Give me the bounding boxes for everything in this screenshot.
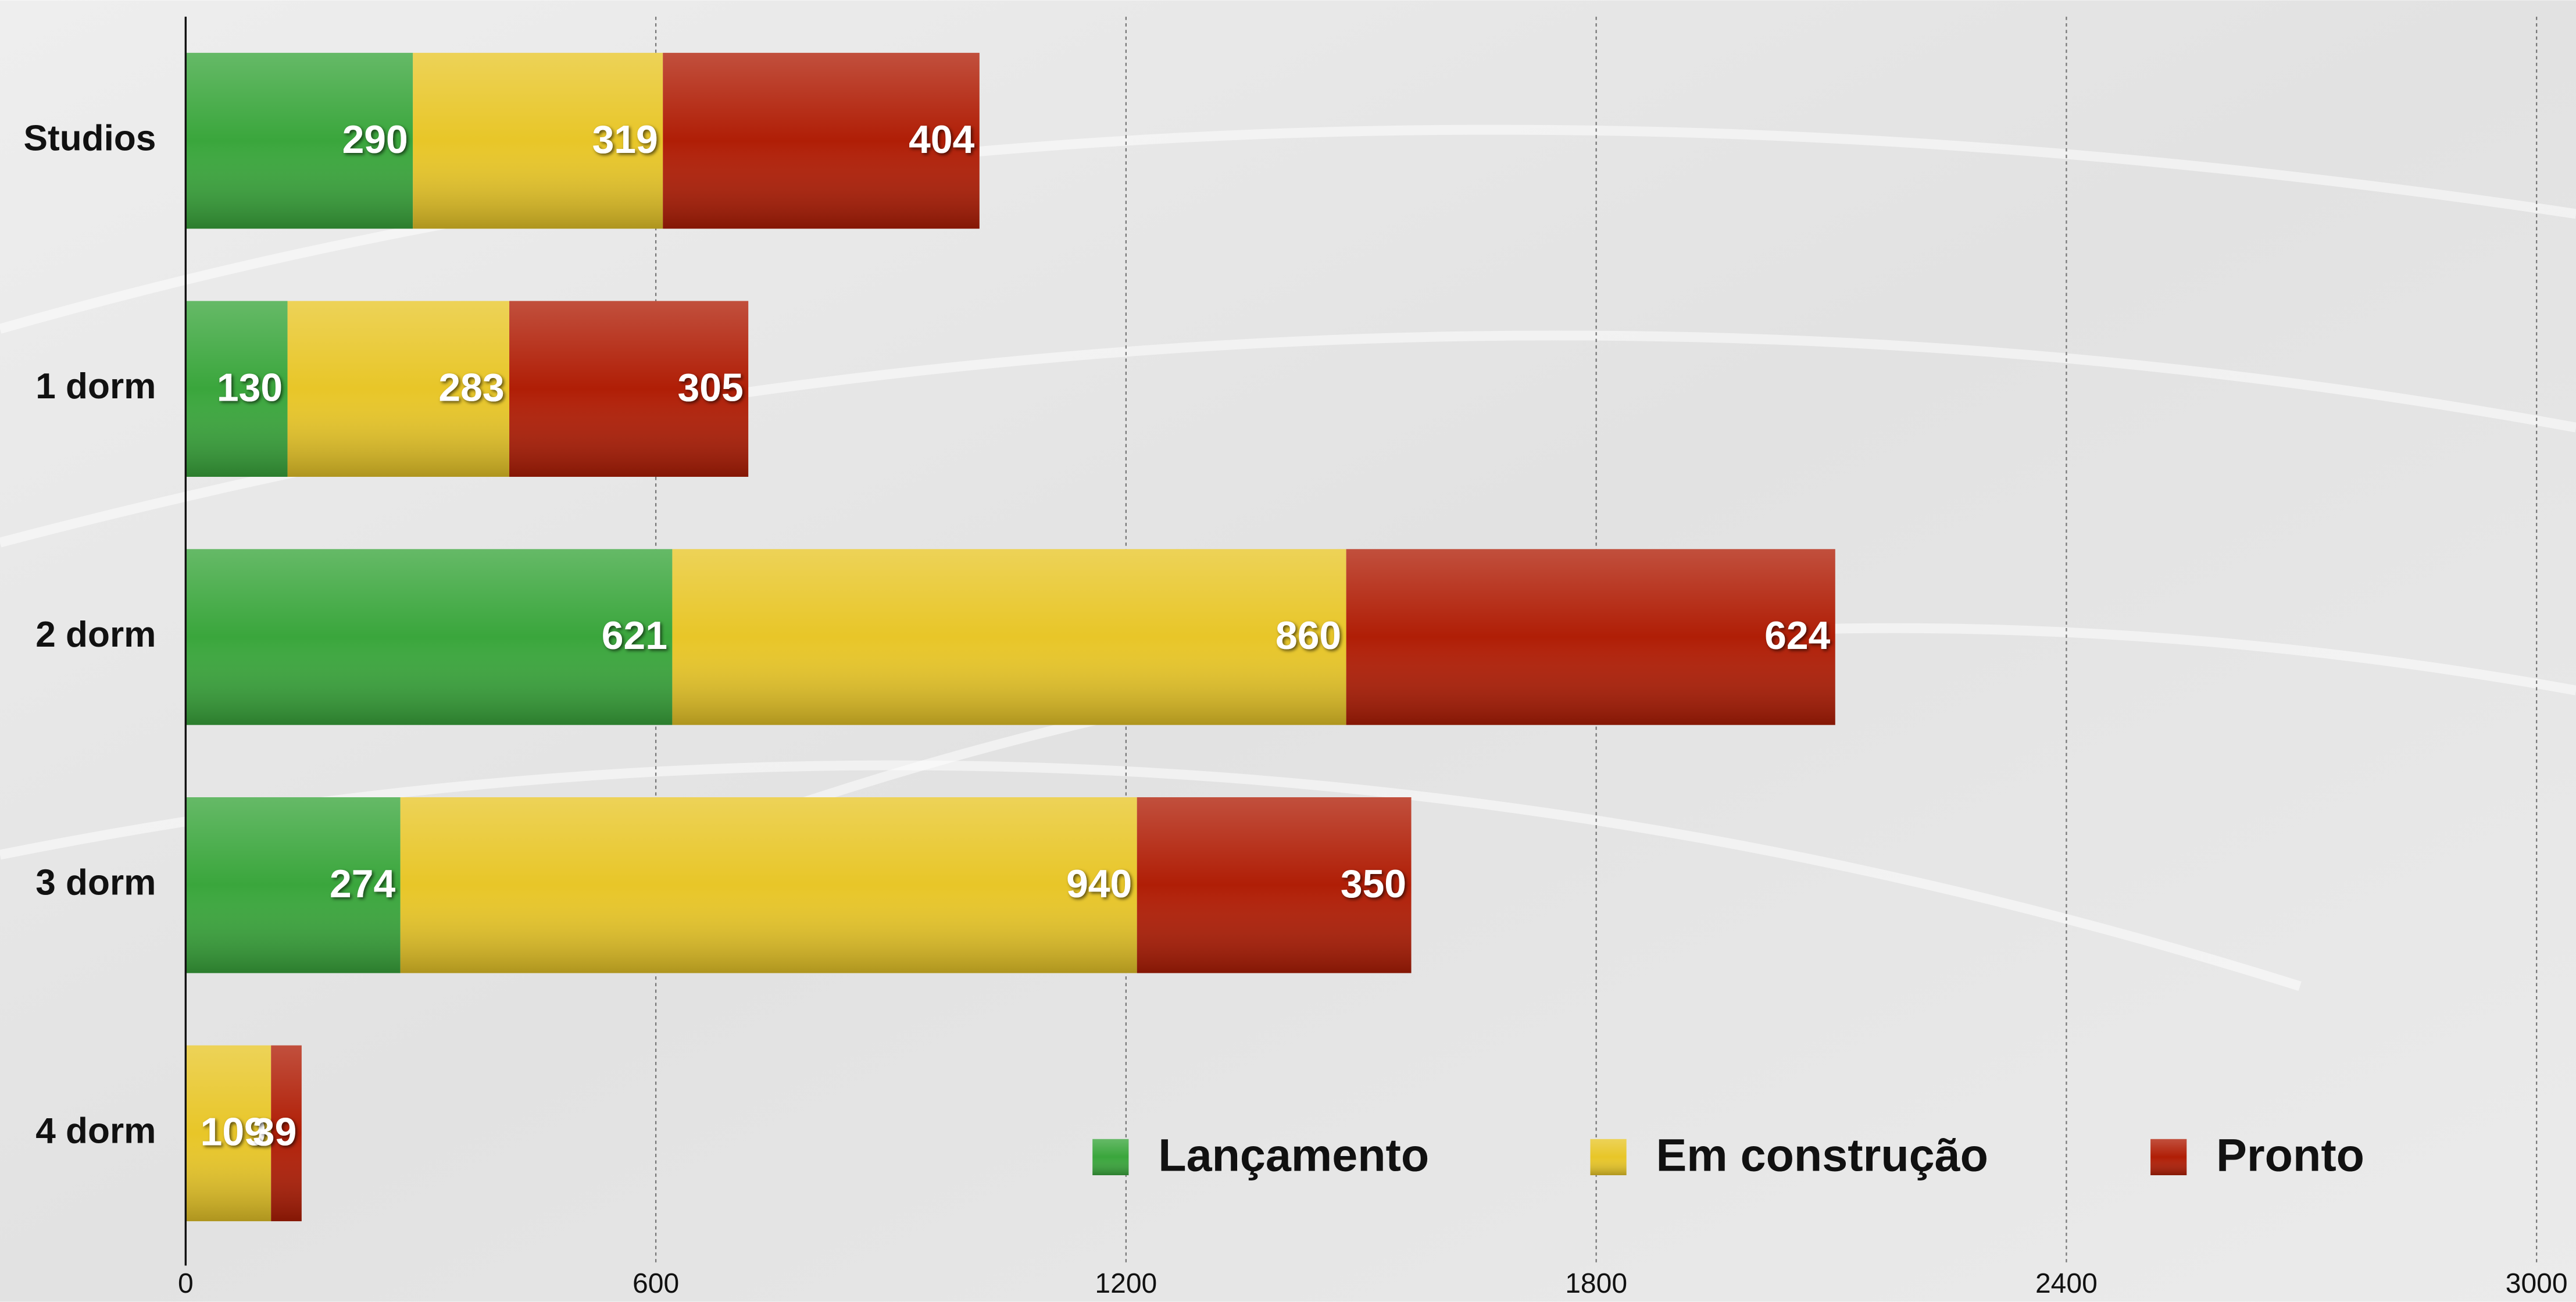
y-tick-label: Studios (24, 118, 156, 158)
data-label: 624 (1764, 614, 1830, 658)
data-label: 109 (201, 1111, 266, 1154)
y-tick-label: 1 dorm (35, 366, 156, 406)
legend-swatch-shade (2150, 1139, 2187, 1175)
data-label: 305 (678, 366, 744, 410)
data-label: 860 (1276, 614, 1341, 658)
bar-segment (185, 549, 673, 725)
data-label: 39 (253, 1111, 296, 1154)
data-label: 319 (592, 118, 658, 162)
x-tick-label: 600 (633, 1268, 679, 1299)
x-tick-label: 3000 (2506, 1268, 2568, 1299)
x-tick-label: 1200 (1095, 1268, 1157, 1299)
bar-segment (1346, 549, 1835, 725)
bar-segment (672, 549, 1346, 725)
data-label: 940 (1066, 862, 1132, 906)
data-label: 283 (438, 366, 504, 410)
data-label: 404 (909, 118, 974, 162)
data-label: 130 (217, 366, 283, 410)
x-tick-label: 2400 (2035, 1268, 2098, 1299)
data-label: 350 (1341, 862, 1406, 906)
legend-label: Pronto (2216, 1129, 2364, 1181)
bar-segment (400, 797, 1137, 973)
y-tick-label: 2 dorm (35, 615, 156, 655)
legend-swatch-shade (1092, 1139, 1129, 1175)
legend-label: Lançamento (1158, 1129, 1429, 1181)
data-label: 290 (342, 118, 408, 162)
x-tick-label: 0 (178, 1268, 194, 1299)
data-label: 621 (602, 614, 667, 658)
data-label: 274 (330, 862, 395, 906)
x-tick-label: 1800 (1565, 1268, 1627, 1299)
legend-label: Em construção (1656, 1129, 1989, 1181)
y-tick-label: 3 dorm (35, 863, 156, 903)
y-tick-label: 4 dorm (35, 1111, 156, 1151)
legend-swatch-shade (1590, 1139, 1627, 1175)
